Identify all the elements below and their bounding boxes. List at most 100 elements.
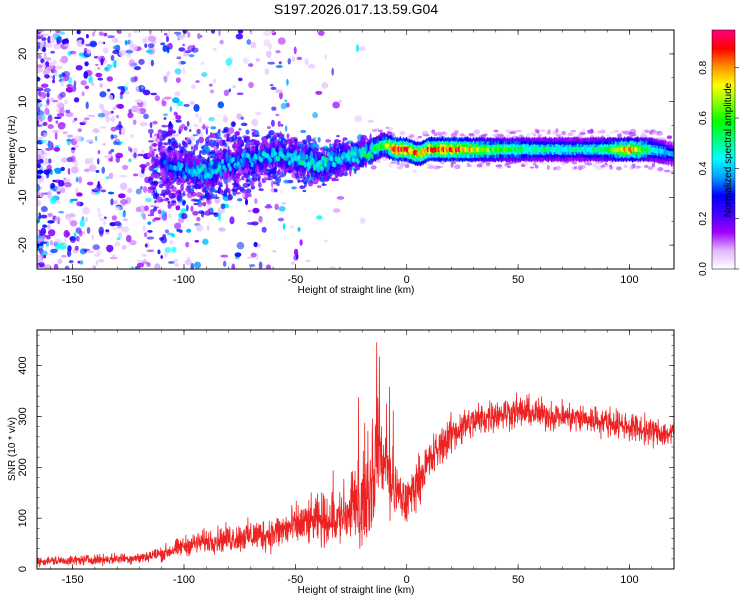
spectrogram-cell [192,210,199,216]
spectrogram-cell [65,86,74,93]
spectrogram-cell [47,212,53,217]
spectrogram-cell [220,203,226,210]
spectrogram-cell [163,181,169,184]
spectrogram-cell [553,166,557,171]
spectrogram-cell [84,158,91,165]
spectrogram-ridge-cell [242,149,246,155]
spectrogram-cell [37,137,43,140]
spectrogram-cell [177,69,181,75]
spectrogram-cell [74,144,79,148]
spectrogram-cell [180,208,187,213]
spectrogram-cell [203,186,207,192]
spectrogram-ridge-cell [163,159,167,166]
spectrogram-cell [98,258,105,263]
colorbar-label: Normalized spectral amplitude [723,82,734,217]
spectrogram-ridge-cell [210,159,214,166]
spectrogram-ridge-cell [164,168,169,175]
spectrogram-cell [91,81,95,87]
spectrogram-ridge-cell [238,163,242,169]
spectrogram-cell [173,258,179,263]
spectrogram-cell [623,164,628,169]
spectrogram-x-label: Height of straight line (km) [298,285,415,296]
spectrogram-cell [60,55,69,64]
spectrogram-ridge-cell [175,165,179,172]
spectrogram-cell [146,262,151,267]
spectrogram-cell [40,58,45,64]
spectrogram-cell [388,162,393,168]
spectrogram-cell [289,169,292,174]
spectrogram-cell [97,149,101,155]
spectrogram-cell [92,128,100,134]
spectrogram-cell [194,199,200,202]
spectrogram-cell [595,165,602,171]
spectrogram-cell [42,33,50,36]
spectrogram-cell [169,106,173,112]
spectrogram-cell [121,226,130,233]
spectrogram-cell [306,172,310,179]
spectrogram-cell [147,214,155,217]
spectrogram-cell [236,136,242,140]
spectrogram-cell [92,31,95,37]
spectrogram-cell [231,145,236,149]
spectrogram-cell [56,102,64,110]
y-tick-label: 10 [17,96,29,108]
spectrogram-cell [277,37,286,45]
spectrogram-cell [177,35,185,41]
spectrogram-cell [333,138,341,146]
spectrogram-cell [587,129,591,133]
spectrogram-cell [232,121,236,127]
spectrogram-cell [116,237,121,241]
spectrogram-cell [180,184,184,192]
spectrogram-cell [200,149,206,154]
spectrogram-cell [541,162,548,165]
spectrogram-cell [188,54,195,58]
spectrogram-cell [178,190,182,195]
spectrogram-cell [271,139,274,142]
spectrogram-cell [135,266,139,269]
spectrogram-cell [157,141,163,148]
spectrogram-cell [110,126,117,132]
spectrogram-cell [266,134,270,139]
spectrogram-cell [473,129,481,135]
spectrogram-cell [263,176,268,182]
spectrogram-cell [329,143,332,148]
spectrogram-cell [325,139,332,143]
spectrogram-cell [54,167,62,174]
spectrogram-cell [126,187,133,194]
spectrogram-cell [182,43,186,47]
spectrogram-cell [124,90,130,95]
spectrogram-cell [152,180,159,186]
spectrogram-cell [61,38,69,45]
spectrogram-cell [52,129,60,134]
spectrogram-cell [60,80,65,87]
spectrogram-cell [270,169,277,175]
spectrogram-cell [171,200,177,204]
spectrogram-cell [436,165,444,169]
spectrogram-cell [231,188,238,192]
spectrogram-cell [201,203,205,206]
spectrogram-cell [193,261,202,269]
spectrogram-cell [119,174,127,178]
spectrogram-cell [234,252,242,257]
spectrogram-cell [42,223,47,229]
spectrogram-cell [83,117,90,121]
spectrogram-cell [213,78,216,84]
spectrogram-cell [291,186,297,190]
spectrogram-cell [75,201,81,207]
spectrogram-cell [120,86,126,94]
spectrogram-cell [43,52,47,56]
y-tick-label: 400 [17,356,29,374]
spectrogram-cell [176,56,182,60]
spectrogram-cell [254,198,258,204]
spectrogram-cell [561,162,566,166]
spectrogram-cell [47,115,53,123]
spectrogram-cell [75,64,83,71]
spectrogram-cell [269,83,274,87]
spectrogram-cell [251,129,256,132]
x-tick-label: 0 [404,274,410,286]
spectrogram-cell [162,142,169,146]
spectrogram-cell [129,240,137,246]
spectrogram-ridge-cell [192,158,197,169]
spectrogram-ridge-cell [247,153,251,160]
